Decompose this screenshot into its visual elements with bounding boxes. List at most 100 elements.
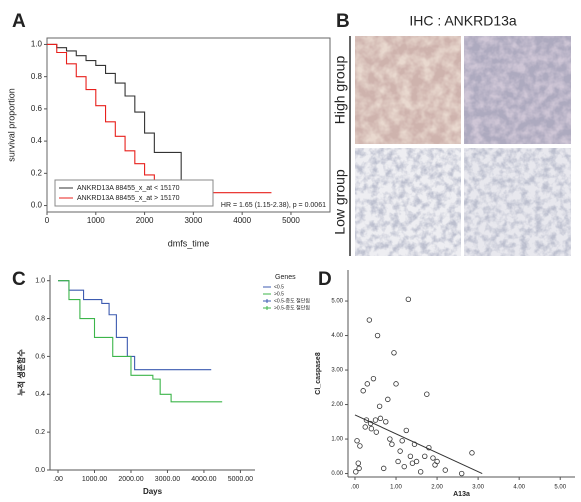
chart: .00 1000.00 2000.00 3000.00 4000.00 5000.00 0.…: [16, 274, 310, 496]
y-tick-label: 1.00: [331, 437, 343, 443]
y-tick-label: 0.8: [35, 315, 45, 322]
scatter-point: [383, 419, 389, 425]
scatter-point: [370, 375, 377, 382]
x-tick-label: 2000: [136, 216, 154, 225]
y-tick-label: 5.00: [331, 299, 343, 305]
scatter-point: [385, 396, 391, 403]
scatter-point: [434, 458, 440, 465]
ihc-texture: [355, 148, 461, 256]
ihc-row-label: Low group: [332, 169, 348, 235]
scatter-point: [459, 470, 465, 477]
x-tick-label: .00: [351, 485, 360, 491]
scatter-point: [374, 332, 381, 339]
scatter-point: [377, 415, 384, 422]
x-tick-label: 4000.00: [191, 476, 216, 483]
scatter-point: [356, 465, 362, 472]
legend-label: <0.5-중도 절단됨: [274, 297, 310, 304]
scatter-point: [422, 453, 428, 459]
y-tick-label: 0.4: [35, 391, 45, 398]
ihc-texture: [464, 36, 571, 144]
scatter-point: [393, 381, 399, 387]
scatter-point: [430, 455, 436, 461]
y-tick-label: 0.2: [35, 429, 45, 436]
scatter-point: [376, 403, 383, 409]
legend-label: <0.5: [274, 284, 284, 290]
trend-line: [354, 414, 483, 475]
survival-line: [58, 280, 212, 371]
scatter-point: [364, 381, 370, 387]
x-tick-label: 5000.00: [228, 476, 253, 483]
scatter-point: [363, 417, 370, 423]
x-tick-label: 2.00: [431, 485, 443, 491]
y-tick-label: 4.00: [331, 333, 343, 339]
scatter-point: [424, 391, 430, 397]
y-axis-label: 누적 생존함수: [16, 349, 26, 396]
survival-line: [58, 280, 223, 403]
legend-swatch: [263, 306, 271, 310]
legend-label: ANKRD13A 88455_x_at > 15170: [77, 195, 180, 202]
scatter-point: [389, 441, 395, 447]
panel-label: B: [336, 11, 350, 32]
y-tick-label: 0.6: [35, 353, 45, 360]
x-tick-label: 1.00: [390, 485, 402, 491]
chart: 0 1000 2000 3000 4000 5000 0.0 0.2 0.4 0.6 0.8 1.0 d…: [6, 37, 331, 248]
y-tick-label: 1.0: [31, 40, 43, 49]
scatter-point: [355, 460, 361, 466]
scatter-point: [387, 436, 393, 442]
legend-title: Genes: [275, 274, 296, 281]
x-tick-label: 4000: [233, 216, 251, 225]
ihc-row-label: High group: [332, 56, 348, 125]
x-axis-label: Days: [143, 487, 163, 496]
scatter-point: [442, 467, 448, 473]
x-tick-label: 5.00: [554, 485, 566, 491]
y-tick-label: 0.0: [31, 201, 43, 210]
y-tick-label: 0.6: [31, 104, 43, 113]
legend-swatch: [263, 299, 271, 303]
scatter-point: [403, 427, 409, 434]
scatter-point: [372, 417, 379, 423]
scatter-point: [362, 424, 368, 430]
x-tick-label: 4.00: [513, 485, 525, 491]
scatter-point: [357, 443, 363, 449]
panel-label: C: [12, 269, 26, 290]
annotation: HR = 1.65 (1.15-2.38), p = 0.0061: [221, 202, 326, 209]
scatter-point: [397, 448, 403, 454]
scatter-point: [405, 296, 412, 303]
scatter-point: [381, 465, 387, 472]
x-tick-label: 2000.00: [118, 476, 143, 483]
scatter-point: [413, 458, 420, 465]
y-tick-label: 2.00: [331, 402, 343, 408]
y-tick-label: 3.00: [331, 368, 343, 374]
ihc-images: [349, 36, 571, 256]
scatter-point: [407, 453, 414, 459]
y-tick-label: 0.4: [31, 136, 43, 145]
x-tick-label: .00: [53, 476, 63, 483]
panel-label: D: [318, 269, 332, 290]
legend-label: >0.5-중도 절단됨: [274, 304, 310, 311]
scatter-point: [354, 438, 360, 444]
scatter-point: [366, 317, 373, 323]
y-axis-label: Cl_caspase8: [315, 352, 322, 395]
y-axis-label: survival proportion: [6, 88, 16, 162]
ihc-texture: [464, 148, 571, 256]
legend-box: [54, 179, 214, 207]
legend-label: ANKRD13A 88455_x_at < 15170: [77, 185, 180, 192]
scatter-point: [432, 462, 438, 468]
x-tick-label: 3000: [184, 216, 202, 225]
x-axis-label: A13a: [453, 491, 470, 498]
x-tick-label: 1000.00: [82, 476, 107, 483]
scatter-point: [373, 429, 380, 435]
scatter-point: [391, 350, 397, 356]
x-tick-label: 0: [45, 216, 50, 225]
panel-label: A: [12, 11, 26, 32]
ihc-title: IHC : ANKRD13a: [409, 13, 517, 29]
x-tick-label: 5000: [282, 216, 300, 225]
x-tick-label: 1000: [87, 216, 105, 225]
ihc-texture: [355, 36, 461, 144]
x-axis-label: dmfs_time: [168, 238, 210, 248]
y-tick-label: 0.0: [35, 467, 45, 474]
scatter-point: [399, 438, 405, 444]
legend-label: >0.5: [274, 291, 284, 297]
scatter-point: [417, 469, 424, 475]
